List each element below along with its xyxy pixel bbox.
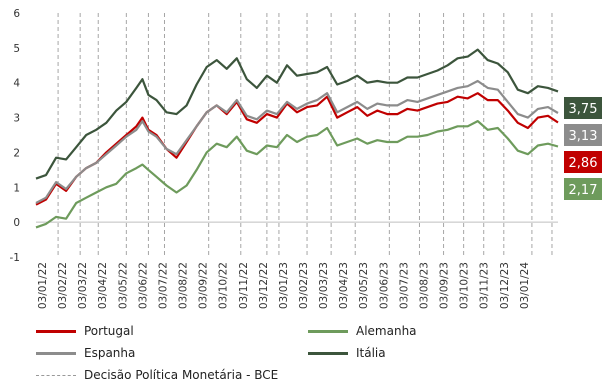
- series-line-itlia: [35, 48, 559, 180]
- x-tick-label: 03/01/24: [519, 262, 531, 309]
- legend-swatch-espanha: [36, 351, 76, 355]
- legend-label-espanha: Espanha: [84, 346, 136, 360]
- x-tick-label: 03/08/22: [178, 262, 190, 309]
- legend: Portugal Alemanha Espanha Itália Decisão…: [36, 322, 596, 386]
- x-tick-label: 03/04/23: [338, 262, 350, 309]
- end-label-box: [564, 97, 602, 119]
- legend-item-espanha: Espanha: [36, 344, 135, 362]
- x-tick-label: 03/09/22: [198, 262, 210, 309]
- x-tick-label: 03/03/22: [77, 262, 89, 309]
- x-tick-label: 03/05/22: [117, 262, 129, 309]
- legend-label-policy-decision: Decisão Política Monetária - BCE: [84, 368, 279, 382]
- x-tick-label: 03/12/23: [499, 262, 511, 309]
- series-line-alemanha: [35, 119, 559, 229]
- x-tick-label: 03/05/23: [358, 262, 370, 309]
- legend-swatch-policy-decision: [36, 374, 76, 376]
- y-tick-label: 4: [13, 78, 20, 90]
- x-tick-label: 03/02/23: [298, 262, 310, 309]
- x-tick-label: 03/02/22: [57, 262, 69, 309]
- end-label-box: [564, 124, 602, 146]
- series-lines: [35, 48, 559, 229]
- x-tick-label: 03/08/23: [418, 262, 430, 309]
- legend-item-policy-decision: Decisão Política Monetária - BCE: [36, 366, 278, 384]
- legend-swatch-italia: [308, 351, 348, 355]
- end-label-box: [564, 151, 602, 173]
- x-tick-label: 03/10/22: [218, 262, 230, 309]
- x-tick-label: 03/11/22: [238, 262, 250, 309]
- end-labels: 2,86 2,17 3,13 3,75: [564, 97, 602, 200]
- legend-item-portugal: Portugal: [36, 322, 134, 340]
- x-tick-label: 03/03/23: [318, 262, 330, 309]
- legend-swatch-alemanha: [308, 329, 348, 333]
- x-tick-label: 03/01/22: [37, 262, 49, 309]
- x-tick-label: 03/12/22: [258, 262, 270, 309]
- y-tick-label: 1: [13, 182, 20, 194]
- x-tick-label: 03/04/22: [97, 262, 109, 309]
- x-tick-label: 03/06/22: [137, 262, 149, 309]
- y-tick-label: 2: [13, 147, 20, 159]
- y-tick-label: 3: [13, 113, 20, 125]
- y-tick-label: -1: [10, 252, 20, 264]
- y-tick-label: 6: [13, 8, 20, 20]
- x-axis: 03/01/22 03/02/22 03/03/22 03/04/22 03/05/22…: [36, 221, 558, 309]
- y-tick-label: 0: [13, 217, 20, 229]
- end-label-value: 3,75: [569, 102, 598, 117]
- end-label-value: 2,17: [569, 183, 598, 198]
- legend-label-alemanha: Alemanha: [356, 324, 417, 338]
- legend-item-alemanha: Alemanha: [308, 322, 417, 340]
- series-line-portugal: [35, 92, 559, 206]
- legend-label-portugal: Portugal: [84, 324, 134, 338]
- x-tick-label: 03/10/23: [459, 262, 471, 309]
- x-tick-label: 03/09/23: [439, 262, 451, 309]
- end-label-value: 2,86: [569, 156, 598, 171]
- series-line-espanha: [35, 79, 559, 204]
- x-tick-label: 03/11/23: [479, 262, 491, 309]
- legend-item-italia: Itália: [308, 344, 386, 362]
- legend-swatch-portugal: [36, 329, 76, 333]
- legend-label-italia: Itália: [356, 346, 386, 360]
- x-tick-label: 03/07/22: [157, 262, 169, 309]
- x-tick-label: 03/01/23: [278, 262, 290, 309]
- x-tick-label: 03/06/23: [378, 262, 390, 309]
- end-label-box: [564, 178, 602, 200]
- y-axis: -1 0 1 2 3 4 5 6: [10, 8, 21, 264]
- y-tick-label: 5: [13, 43, 20, 55]
- x-tick-label: 03/07/23: [398, 262, 410, 309]
- end-label-value: 3,13: [569, 129, 598, 144]
